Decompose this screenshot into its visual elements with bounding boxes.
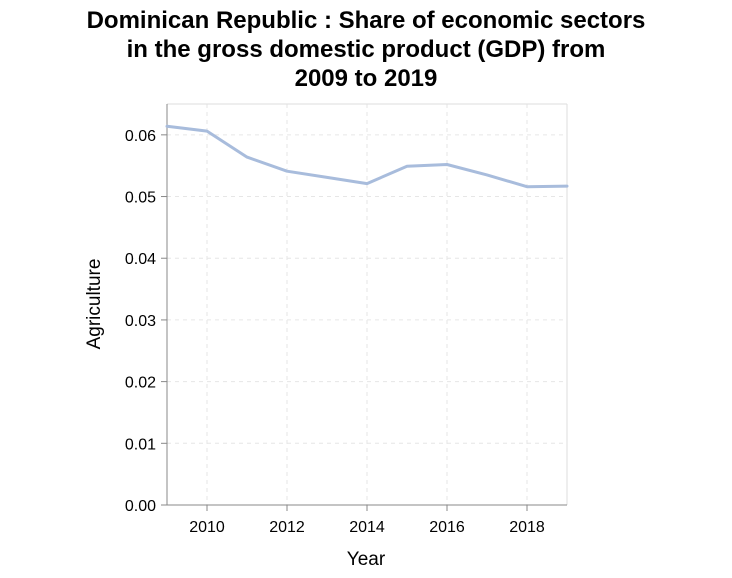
axes [161, 104, 567, 511]
tick-labels: 0.00 0.01 0.02 0.03 0.04 0.05 0.06 2010 2012 2014… [125, 128, 545, 536]
y-tick-label: 0.03 [125, 313, 156, 330]
series-layer [165, 124, 569, 189]
x-axis-title: Year [347, 549, 386, 570]
y-tick-label: 0.04 [125, 251, 156, 268]
x-tick-label: 2010 [189, 519, 225, 536]
chart-title-line-2: in the gross domestic product (GDP) from [126, 36, 606, 63]
chart-title-line-3: 2009 to 2019 [294, 65, 438, 92]
y-tick-label: 0.05 [125, 190, 156, 207]
y-tick-label: 0.00 [125, 498, 156, 515]
y-axis-title: Agriculture [84, 259, 105, 350]
y-tick-label: 0.02 [125, 375, 156, 392]
x-tick-label: 2014 [349, 519, 385, 536]
gridlines [167, 103, 568, 505]
x-tick-label: 2016 [429, 519, 465, 536]
x-tick-label: 2012 [269, 519, 305, 536]
chart-title-line-1: Dominican Republic : Share of economic s… [86, 7, 646, 34]
y-tick-label: 0.06 [125, 128, 156, 145]
y-tick-label: 0.01 [125, 436, 156, 453]
series-line-agriculture [165, 124, 569, 189]
x-tick-label: 2018 [509, 519, 545, 536]
chart-title: Dominican Republic : Share of economic s… [0, 6, 732, 93]
